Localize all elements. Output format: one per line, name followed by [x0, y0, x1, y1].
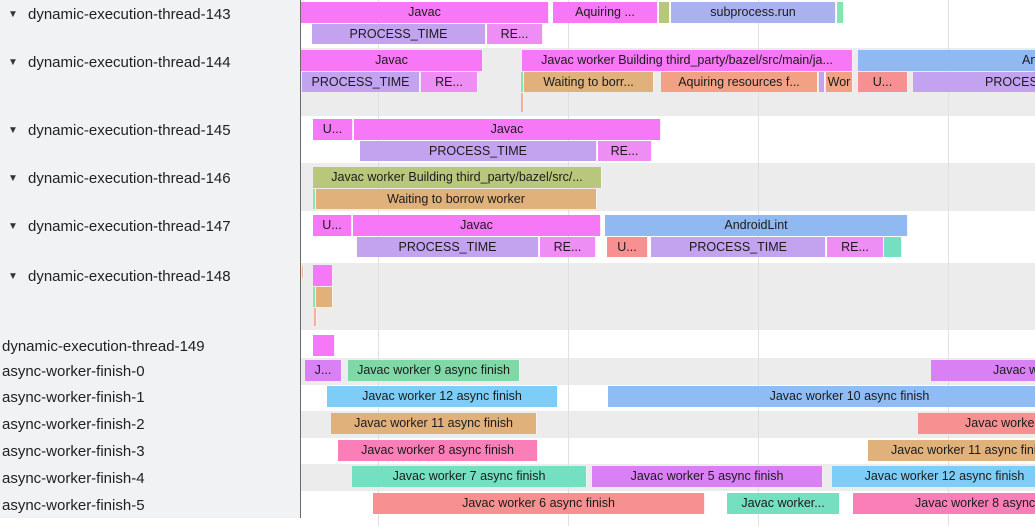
trace-slice[interactable]: Javac worke...	[918, 413, 1035, 434]
trace-slice[interactable]: J...	[305, 360, 342, 381]
trace-slice[interactable]: Javac	[301, 50, 483, 71]
trace-slice[interactable]: U...	[313, 119, 353, 140]
collapse-triangle-icon[interactable]: ▼	[8, 172, 18, 184]
trace-slice[interactable]: Javac	[301, 2, 549, 23]
trace-slice[interactable]: PROCESS_TIME	[357, 237, 539, 257]
track-label-async-worker-finish-5[interactable]: async-worker-finish-5	[0, 495, 298, 515]
trace-slice[interactable]: RE...	[540, 237, 596, 257]
trace-slice[interactable]: Javac worker 12 async finish	[832, 466, 1035, 487]
track-name-text: dynamic-execution-thread-149	[2, 337, 205, 355]
gridline	[378, 0, 379, 526]
trace-slice[interactable]	[837, 2, 844, 23]
trace-slice[interactable]: Javac worker 6 async finish	[373, 493, 705, 514]
track-name-text: async-worker-finish-3	[2, 442, 145, 460]
track-label-async-worker-finish-4[interactable]: async-worker-finish-4	[0, 468, 298, 488]
trace-slice[interactable]	[313, 335, 335, 356]
track-name-text: async-worker-finish-5	[2, 496, 145, 514]
trace-slice[interactable]: Javac worker 10 async finish	[608, 386, 1035, 407]
track-name-text: dynamic-execution-thread-148	[28, 267, 231, 285]
collapse-triangle-icon[interactable]: ▼	[8, 270, 18, 282]
trace-slice[interactable]: PROCESS_TIME	[651, 237, 826, 257]
trace-slice[interactable]	[521, 93, 524, 112]
track-name-text: async-worker-finish-4	[2, 469, 145, 487]
trace-slice[interactable]: PROCESS_TIME	[312, 24, 486, 44]
trace-slice[interactable]: Javac worker 5 async finish	[592, 466, 823, 487]
trace-slice[interactable]: RE...	[598, 141, 652, 161]
track-name-text: dynamic-execution-thread-145	[28, 121, 231, 139]
gridline	[758, 0, 759, 526]
collapse-triangle-icon[interactable]: ▼	[8, 124, 18, 136]
track-label-dynamic-execution-thread-143[interactable]: ▼ dynamic-execution-thread-143	[0, 4, 298, 24]
trace-slice[interactable]	[314, 308, 317, 326]
trace-slice[interactable]: U...	[607, 237, 648, 257]
trace-slice[interactable]: Aquiring resources f...	[661, 72, 818, 92]
trace-slice[interactable]: Javac worker 8 async finish	[338, 440, 538, 461]
gridline	[948, 0, 949, 526]
trace-slice[interactable]	[313, 189, 316, 209]
track-label-async-worker-finish-1[interactable]: async-worker-finish-1	[0, 387, 298, 407]
trace-slice[interactable]: AndroidLint	[858, 50, 1035, 71]
trace-slice[interactable]: Javac worker 12 async finish	[327, 386, 558, 407]
track-name-sidebar: ▼ dynamic-execution-thread-143 ▼ dynamic-ex…	[0, 0, 301, 518]
track-name-text: async-worker-finish-1	[2, 388, 145, 406]
trace-slice[interactable]: RE...	[421, 72, 478, 92]
track-label-async-worker-finish-0[interactable]: async-worker-finish-0	[0, 361, 298, 381]
track-label-dynamic-execution-thread-148[interactable]: ▼ dynamic-execution-thread-148	[0, 266, 298, 286]
trace-slice[interactable]	[313, 265, 333, 286]
trace-slice[interactable]: PROCESS_TIME	[302, 72, 420, 92]
trace-slice[interactable]: RE...	[487, 24, 543, 44]
track-label-dynamic-execution-thread-146[interactable]: ▼ dynamic-execution-thread-146	[0, 168, 298, 188]
trace-slice[interactable]: PROCESS_TIME	[913, 72, 1035, 92]
collapse-triangle-icon[interactable]: ▼	[8, 8, 18, 20]
trace-slice[interactable]	[884, 237, 902, 257]
trace-slice[interactable]: U...	[313, 215, 352, 236]
trace-slice[interactable]: PROCESS_TIME	[360, 141, 597, 161]
trace-slice[interactable]: AndroidLint	[605, 215, 908, 236]
track-label-dynamic-execution-thread-149[interactable]: dynamic-execution-thread-149	[0, 336, 298, 356]
collapse-triangle-icon[interactable]: ▼	[8, 220, 18, 232]
trace-slice[interactable]: Waiting to borrow worker	[316, 189, 597, 209]
trace-slice[interactable]: Aquiring ...	[553, 2, 658, 23]
track-background-band	[301, 263, 1035, 330]
trace-slice[interactable]: Wor	[826, 72, 853, 92]
track-name-text: async-worker-finish-0	[2, 362, 145, 380]
trace-slice[interactable]	[313, 287, 316, 307]
track-name-text: dynamic-execution-thread-144	[28, 53, 231, 71]
trace-slice[interactable]: subprocess.run	[671, 2, 836, 23]
trace-slice[interactable]: Javac worker...	[727, 493, 840, 514]
trace-slice[interactable]: Javac worker 11 async finish	[331, 413, 537, 434]
trace-slice[interactable]	[302, 266, 304, 278]
trace-slice[interactable]: Javac worker 8 async finish	[853, 493, 1035, 514]
track-name-text: dynamic-execution-thread-143	[28, 5, 231, 23]
track-label-async-worker-finish-3[interactable]: async-worker-finish-3	[0, 441, 298, 461]
trace-slice[interactable]: RE...	[827, 237, 884, 257]
trace-slice[interactable]: Javac	[354, 119, 661, 140]
trace-slice[interactable]: Javac	[353, 215, 601, 236]
track-label-async-worker-finish-2[interactable]: async-worker-finish-2	[0, 414, 298, 434]
trace-slice[interactable]	[819, 72, 825, 92]
trace-slice[interactable]: Javac worker Building third_party/bazel/…	[313, 167, 602, 188]
trace-slice[interactable]: Javac worker Building third_party/bazel/…	[522, 50, 853, 71]
trace-slice[interactable]: Javac worker 9 async finish	[348, 360, 520, 381]
trace-slice[interactable]	[521, 72, 524, 92]
trace-slice[interactable]: Waiting to borr...	[524, 72, 654, 92]
track-name-text: dynamic-execution-thread-146	[28, 169, 231, 187]
trace-slice[interactable]	[659, 2, 670, 23]
trace-slice[interactable]: Javac worker 7 async finish	[352, 466, 587, 487]
trace-slice[interactable]: Javac w...	[931, 360, 1035, 381]
collapse-triangle-icon[interactable]: ▼	[8, 56, 18, 68]
trace-slice[interactable]: Javac worker 11 async finish	[868, 440, 1035, 461]
trace-slice[interactable]: U...	[858, 72, 908, 92]
gridline	[568, 0, 569, 526]
track-label-dynamic-execution-thread-147[interactable]: ▼ dynamic-execution-thread-147	[0, 216, 298, 236]
track-name-text: dynamic-execution-thread-147	[28, 217, 231, 235]
track-name-text: async-worker-finish-2	[2, 415, 145, 433]
trace-slice[interactable]	[315, 287, 333, 307]
track-label-dynamic-execution-thread-144[interactable]: ▼ dynamic-execution-thread-144	[0, 52, 298, 72]
track-label-dynamic-execution-thread-145[interactable]: ▼ dynamic-execution-thread-145	[0, 120, 298, 140]
